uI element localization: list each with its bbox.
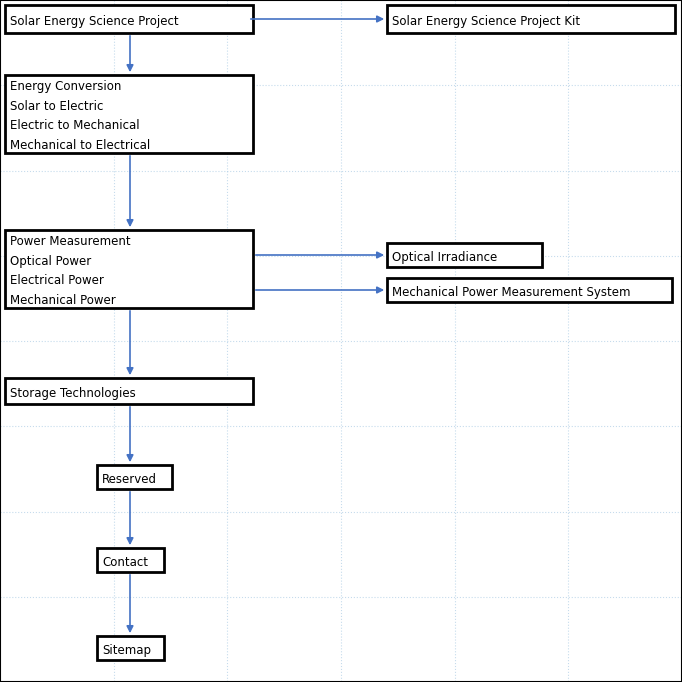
Bar	[387, 5, 675, 33]
Text: Power Measurement: Power Measurement	[10, 235, 131, 248]
Bar	[5, 378, 253, 404]
Bar	[97, 465, 172, 489]
Bar	[387, 243, 542, 267]
Text: Mechanical Power: Mechanical Power	[10, 294, 116, 307]
Text: Energy Conversion: Energy Conversion	[10, 80, 121, 93]
Text: Contact: Contact	[102, 556, 148, 569]
Text: Solar to Electric: Solar to Electric	[10, 100, 104, 113]
Text: Electrical Power: Electrical Power	[10, 274, 104, 287]
Text: Electric to Mechanical: Electric to Mechanical	[10, 119, 140, 132]
Text: Optical Irradiance: Optical Irradiance	[392, 251, 497, 264]
Text: Mechanical Power Measurement System: Mechanical Power Measurement System	[392, 286, 630, 299]
Text: Optical Power: Optical Power	[10, 254, 91, 268]
Text: Mechanical to Electrical: Mechanical to Electrical	[10, 138, 150, 151]
Text: Reserved: Reserved	[102, 473, 157, 486]
Text: Storage Technologies: Storage Technologies	[10, 387, 136, 400]
Bar	[387, 278, 672, 302]
Bar	[5, 75, 253, 153]
Text: Solar Energy Science Project: Solar Energy Science Project	[10, 15, 179, 28]
Bar	[5, 5, 253, 33]
Bar	[97, 548, 164, 572]
Bar	[97, 636, 164, 660]
Bar	[5, 230, 253, 308]
Text: Sitemap: Sitemap	[102, 644, 151, 657]
Text: Solar Energy Science Project Kit: Solar Energy Science Project Kit	[392, 15, 580, 28]
